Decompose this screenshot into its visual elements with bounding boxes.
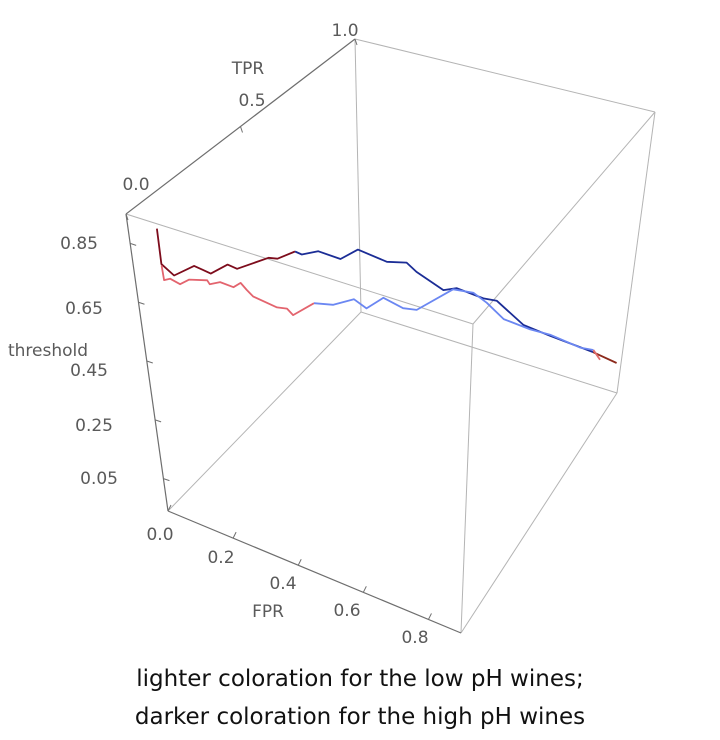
threshold-tick-mark: [130, 242, 137, 246]
threshold-axis-title: threshold: [8, 341, 88, 361]
caption-line-1: lighter coloration for the low pH wines;: [136, 666, 584, 692]
tpr-tick-mark: [240, 126, 243, 133]
box-edge: [460, 392, 618, 634]
threshold-tick-mark: [154, 419, 162, 423]
fpr-tick-mark: [427, 613, 432, 620]
fpr-tick-label: 0.6: [333, 601, 360, 621]
box-edge: [472, 111, 656, 325]
fpr-tick-label: 0.4: [269, 574, 296, 594]
threshold-tick-label: 0.45: [70, 361, 108, 381]
threshold-axis-line: [125, 213, 169, 512]
tpr-tick-label: 1.0: [331, 21, 358, 41]
threshold-tick-label: 0.65: [65, 299, 103, 319]
fpr-tick-label: 0.2: [207, 548, 234, 568]
threshold-tick-mark: [163, 478, 170, 482]
box-edge: [354, 38, 362, 313]
threshold-tick-mark: [138, 301, 145, 305]
fpr-tick-label: 0.0: [146, 525, 173, 545]
low-ph-roc-curve-segment: [313, 288, 594, 351]
bounding-box: [125, 38, 656, 634]
threshold-tick-label: 0.85: [60, 234, 98, 254]
tick-marks: [125, 38, 432, 620]
tpr-tick-label: 0.5: [238, 91, 265, 111]
fpr-tick-mark: [167, 504, 172, 512]
box-edge: [460, 323, 474, 634]
fpr-axis-title: FPR: [252, 602, 284, 622]
threshold-tick-mark: [146, 360, 153, 364]
high-ph-roc-curve-segment: [294, 248, 594, 354]
tpr-axis-labels: 0.0 0.5 1.0 TPR: [122, 21, 358, 195]
tpr-tick-label: 0.0: [122, 175, 149, 195]
box-edge: [354, 38, 656, 113]
box-edge: [616, 111, 656, 394]
threshold-tick-label: 0.05: [80, 469, 118, 489]
tpr-tick-mark: [125, 213, 129, 221]
caption-line-2: darker coloration for the high pH wines: [134, 704, 586, 730]
fpr-tick-mark: [297, 558, 302, 566]
fpr-axis-line: [167, 510, 462, 634]
box-edge: [125, 213, 474, 325]
fpr-axis-labels: 0.0 0.2 0.4 0.6 0.8 FPR: [146, 525, 428, 648]
fpr-tick-mark: [362, 586, 367, 593]
low-ph-roc-curve-segment: [592, 349, 601, 361]
high-ph-roc-curve-segment: [156, 228, 296, 277]
fpr-tick-label: 0.8: [401, 628, 428, 648]
threshold-axis-labels: 0.05 0.25 0.45 0.65 0.85 threshold: [8, 234, 118, 489]
low-ph-roc-curve-segment: [160, 265, 315, 317]
tpr-axis-title: TPR: [231, 59, 265, 79]
box-edge: [167, 311, 362, 512]
fpr-tick-mark: [232, 531, 237, 539]
roc-curves: [156, 228, 617, 364]
threshold-tick-label: 0.25: [75, 416, 113, 436]
box-edge: [360, 311, 618, 394]
tpr-tick-mark: [354, 38, 358, 46]
